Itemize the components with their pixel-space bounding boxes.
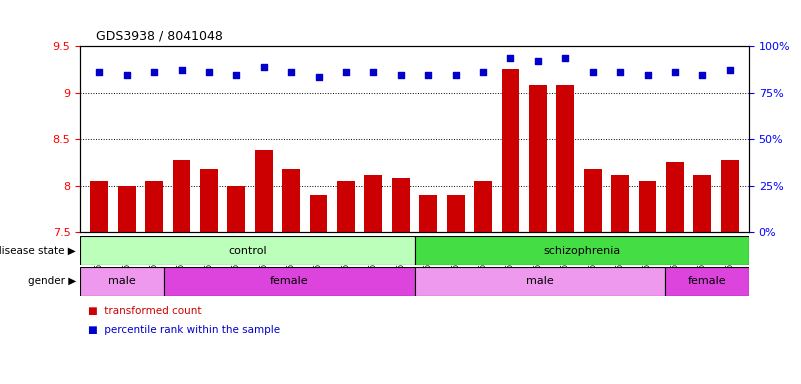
Text: female: female [270,276,308,286]
Bar [163,267,415,296]
Point [723,67,736,73]
Text: GDS3938 / 8041048: GDS3938 / 8041048 [96,29,223,42]
Bar [80,236,415,265]
Point [641,72,654,78]
Bar [282,169,300,232]
Point [696,72,709,78]
Bar [529,85,547,232]
Bar [474,181,492,232]
Point [394,72,407,78]
Point [93,69,106,75]
Bar [364,175,382,232]
Point [120,72,133,78]
Bar [80,267,163,296]
Point [559,55,572,61]
Point [504,55,517,61]
Bar [415,267,666,296]
Point [312,74,325,80]
Bar [694,175,711,232]
Point [614,69,626,75]
Bar [419,195,437,232]
Text: female: female [688,276,727,286]
Point [147,69,160,75]
Bar [415,236,749,265]
Point [257,63,270,70]
Bar [337,181,355,232]
Bar [638,181,657,232]
Text: male: male [526,276,553,286]
Point [422,72,435,78]
Bar [118,186,135,232]
Bar [310,195,328,232]
Text: schizophrenia: schizophrenia [543,245,620,256]
Point [340,69,352,75]
Bar [145,181,163,232]
Point [449,72,462,78]
Bar [666,162,684,232]
Bar [584,169,602,232]
Text: disease state ▶: disease state ▶ [0,245,76,256]
Text: gender ▶: gender ▶ [28,276,76,286]
Bar [721,160,739,232]
Point [669,69,682,75]
Bar [501,70,519,232]
Point [230,72,243,78]
Bar [172,160,191,232]
Point [203,69,215,75]
Bar [557,85,574,232]
Bar [255,151,272,232]
Text: male: male [108,276,136,286]
Text: ■  percentile rank within the sample: ■ percentile rank within the sample [88,325,280,335]
Text: ■  transformed count: ■ transformed count [88,306,202,316]
Point [367,69,380,75]
Point [477,69,489,75]
Point [531,58,544,64]
Bar [392,178,410,232]
Text: control: control [228,245,267,256]
Bar [447,195,465,232]
Bar [200,169,218,232]
Bar [666,267,749,296]
Point [586,69,599,75]
Point [175,67,188,73]
Point [285,69,298,75]
Bar [91,181,108,232]
Bar [611,175,629,232]
Bar [227,186,245,232]
